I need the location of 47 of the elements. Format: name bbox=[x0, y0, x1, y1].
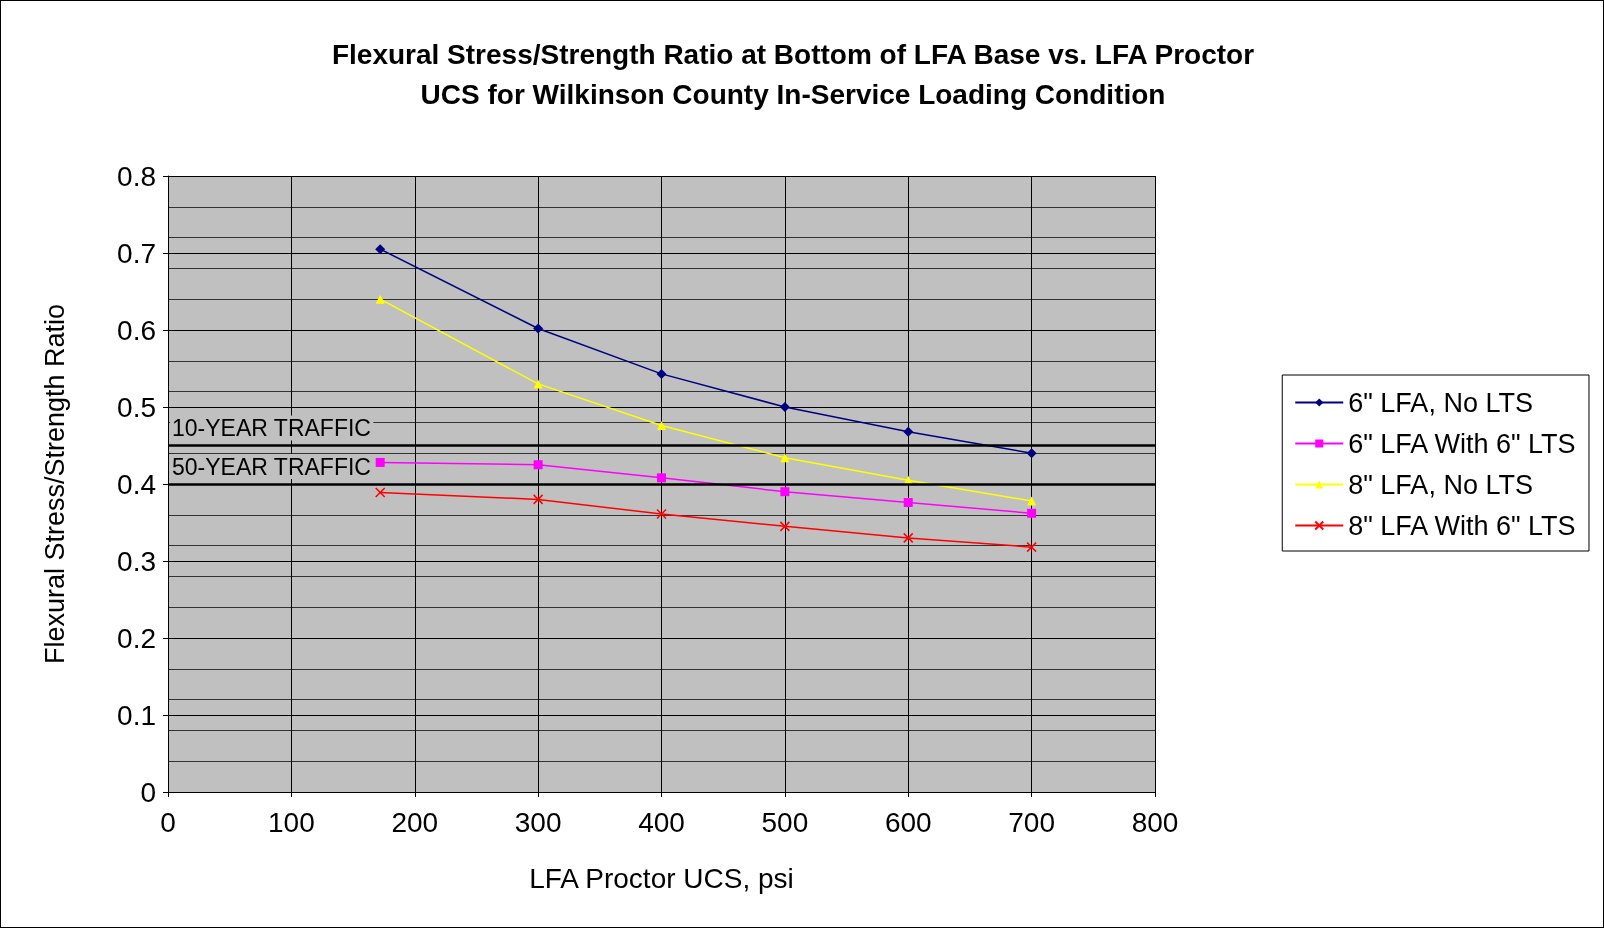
x-tick-label: 200 bbox=[391, 806, 439, 838]
y-tick-label: 0.2 bbox=[117, 622, 156, 654]
legend-label: 6" LFA With 6" LTS bbox=[1348, 428, 1576, 459]
point bbox=[533, 460, 543, 470]
point bbox=[779, 521, 791, 532]
legend-label: 8" LFA With 6" LTS bbox=[1348, 510, 1576, 541]
x-tick-label: 800 bbox=[1131, 806, 1179, 838]
y-tick-label: 0.3 bbox=[117, 545, 156, 577]
point bbox=[1026, 448, 1037, 459]
y-axis-title: Flexural Stress/Strength Ratio bbox=[39, 303, 70, 665]
legend-label: 6" LFA, No LTS bbox=[1348, 387, 1533, 418]
x-tick-label: 400 bbox=[638, 806, 685, 838]
x-axis-title: LFA Proctor UCS, psi bbox=[529, 862, 794, 894]
x-tick-label: 100 bbox=[268, 806, 315, 838]
ref-line-label: 50-YEAR TRAFFIC bbox=[172, 453, 371, 480]
chart-title: Flexural Stress/Strength Ratio at Bottom of LFA Base vs. LFA Proctor UCS for Wilkinson County In-Service Loading Condition bbox=[331, 38, 1255, 110]
point bbox=[903, 532, 914, 544]
y-tick-label: 0.4 bbox=[117, 468, 156, 500]
point bbox=[375, 244, 386, 255]
point bbox=[374, 487, 386, 498]
point bbox=[779, 402, 790, 412]
point bbox=[903, 426, 914, 437]
point bbox=[657, 473, 666, 483]
y-tick-label: 0.8 bbox=[117, 160, 156, 192]
point bbox=[1027, 508, 1037, 518]
x-tick-label: 700 bbox=[1008, 806, 1055, 838]
x-tick-label: 0 bbox=[160, 806, 176, 838]
point bbox=[375, 294, 385, 304]
point bbox=[903, 497, 913, 507]
x-tick-label: 600 bbox=[884, 806, 932, 838]
y-tick-label: 0.5 bbox=[117, 391, 156, 423]
point bbox=[532, 494, 544, 505]
point bbox=[656, 368, 667, 379]
x-tick-label: 500 bbox=[761, 806, 809, 838]
y-tick-label: 0 bbox=[140, 776, 156, 808]
point bbox=[375, 457, 385, 467]
y-tick-label: 0.7 bbox=[117, 237, 156, 269]
point bbox=[656, 508, 667, 520]
point bbox=[533, 323, 544, 334]
ref-line-label: 10-YEAR TRAFFIC bbox=[172, 415, 371, 441]
y-tick-label: 0.1 bbox=[117, 699, 156, 731]
point bbox=[1026, 541, 1037, 553]
point bbox=[657, 420, 666, 430]
x-tick-label: 300 bbox=[514, 806, 562, 838]
y-tick-label: 0.6 bbox=[117, 314, 156, 346]
legend-label: 8" LFA, No LTS bbox=[1348, 469, 1533, 500]
point bbox=[780, 487, 790, 497]
